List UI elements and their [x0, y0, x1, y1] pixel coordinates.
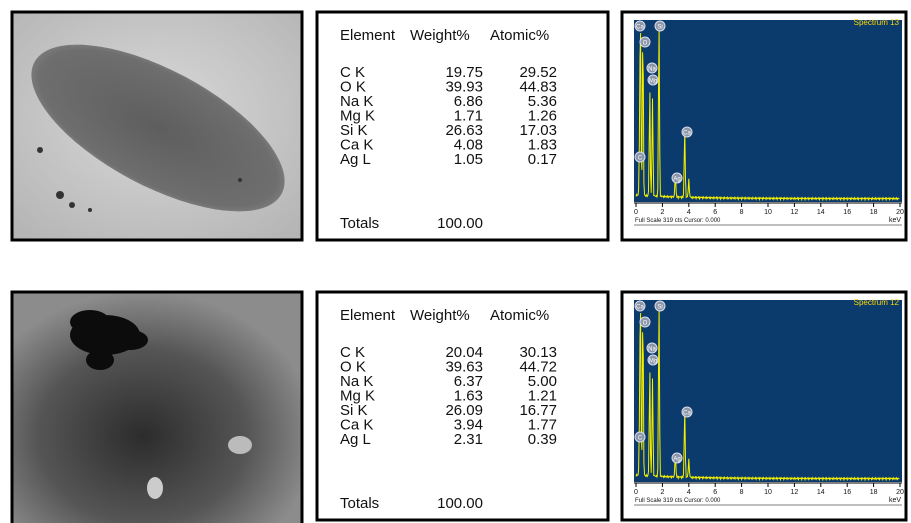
peak-label: C [638, 156, 643, 162]
x-tick-label: 4 [687, 209, 691, 216]
x-tick-label: 18 [870, 489, 878, 496]
tem-image [7, 11, 309, 245]
peak-label: O [643, 41, 648, 47]
x-tick-label: 6 [713, 209, 717, 216]
peak-label: Ca [636, 25, 644, 31]
x-tick-label: 4 [687, 489, 691, 496]
table-header: Atomic% [490, 27, 549, 44]
peak-label: Si [657, 305, 662, 311]
peak-label: Si [657, 25, 662, 31]
peak-label: Ag [673, 457, 680, 463]
tem-image [12, 292, 302, 523]
x-unit: keV [889, 217, 901, 224]
peak-label: Ag [673, 177, 680, 183]
peak-label: Na [648, 67, 656, 73]
x-tick-label: 8 [740, 209, 744, 216]
peak-label: Ca [683, 411, 691, 417]
x-tick-label: 10 [764, 489, 772, 496]
x-tick-label: 16 [843, 489, 851, 496]
x-tick-label: 20 [896, 489, 904, 496]
table-header: Weight% [410, 307, 470, 324]
table-cell: Ag L [340, 151, 371, 168]
peak-label: Na [648, 347, 656, 353]
x-tick-label: 10 [764, 209, 772, 216]
spectrum-title: Spectrum 13 [854, 18, 900, 27]
figure: ElementWeight%Atomic%C K19.7529.52O K39.… [0, 0, 911, 523]
x-tick-label: 16 [843, 209, 851, 216]
table-cell: Ag L [340, 431, 371, 448]
x-tick-label: 2 [660, 209, 664, 216]
x-tick-label: 0 [634, 209, 638, 216]
x-tick-label: 14 [817, 489, 825, 496]
x-unit: keV [889, 497, 901, 504]
table-total-value: 100.00 [437, 215, 483, 232]
x-tick-label: 6 [713, 489, 717, 496]
peak-label: C [638, 436, 643, 442]
x-tick-label: 20 [896, 209, 904, 216]
x-tick-label: 0 [634, 489, 638, 496]
peak-label: Mg [649, 79, 657, 85]
x-tick-label: 12 [791, 489, 799, 496]
table-total-label: Totals [340, 495, 379, 512]
table-cell: 0.39 [528, 431, 557, 448]
peak-label: O [643, 321, 648, 327]
x-tick-label: 12 [791, 209, 799, 216]
table-header: Element [340, 27, 396, 44]
table-header: Element [340, 307, 396, 324]
peak-label: Ca [683, 131, 691, 137]
x-tick-label: 14 [817, 209, 825, 216]
spectrum-title: Spectrum 12 [854, 298, 900, 307]
table-header: Atomic% [490, 307, 549, 324]
page: ElementWeight%Atomic%C K19.7529.52O K39.… [0, 0, 911, 523]
table-cell: 1.05 [454, 151, 483, 168]
table-cell: 0.17 [528, 151, 557, 168]
x-tick-label: 18 [870, 209, 878, 216]
spectrum-footer: Full Scale 319 cts Cursor: 0.000 [635, 218, 721, 224]
x-tick-label: 8 [740, 489, 744, 496]
table-header: Weight% [410, 27, 470, 44]
peak-label: Ca [636, 305, 644, 311]
table-total-value: 100.00 [437, 495, 483, 512]
spectrum-footer: Full Scale 319 cts Cursor: 0.000 [635, 498, 721, 504]
peak-label: Mg [649, 359, 657, 365]
x-tick-label: 2 [660, 489, 664, 496]
table-total-label: Totals [340, 215, 379, 232]
table-cell: 2.31 [454, 431, 483, 448]
